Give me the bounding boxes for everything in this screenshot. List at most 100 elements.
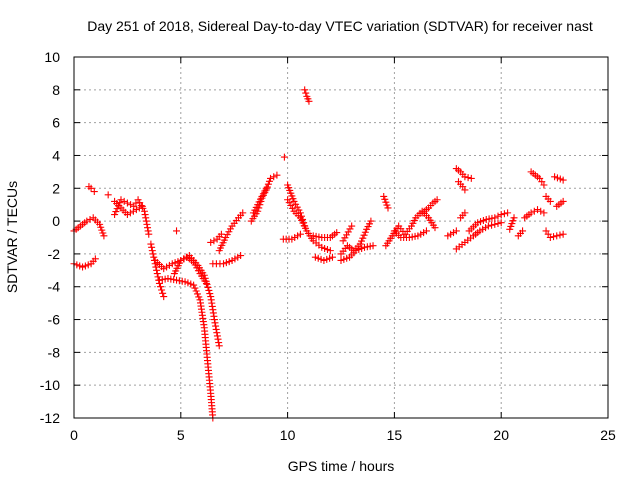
data-point xyxy=(159,289,167,297)
data-point xyxy=(537,207,545,215)
data-point xyxy=(83,217,91,225)
data-point xyxy=(297,212,305,220)
data-point xyxy=(361,228,369,236)
y-tick-label: 4 xyxy=(52,147,60,163)
data-point xyxy=(328,253,336,261)
x-tick-label: 15 xyxy=(387,427,403,443)
data-point xyxy=(339,237,347,245)
data-point xyxy=(422,227,430,235)
data-point xyxy=(553,232,561,240)
data-point xyxy=(215,342,223,350)
data-point xyxy=(141,211,149,219)
data-point xyxy=(546,197,554,205)
data-points xyxy=(70,86,567,422)
data-point xyxy=(519,227,527,235)
data-point xyxy=(262,184,270,192)
data-point xyxy=(120,197,128,205)
data-point xyxy=(157,283,165,291)
data-point xyxy=(177,256,185,264)
data-point xyxy=(192,287,200,295)
data-point xyxy=(205,286,213,294)
data-point xyxy=(204,283,212,291)
data-point xyxy=(147,240,155,248)
data-point xyxy=(384,204,392,212)
data-point xyxy=(299,215,307,223)
data-point xyxy=(305,97,313,105)
data-point xyxy=(143,220,151,228)
y-tick-label: -8 xyxy=(48,344,61,360)
data-point xyxy=(540,181,548,189)
data-point xyxy=(149,250,157,258)
data-point xyxy=(358,237,366,245)
data-point xyxy=(144,224,152,232)
data-point xyxy=(127,201,135,209)
y-tick-label: -6 xyxy=(48,312,61,328)
data-point xyxy=(213,332,221,340)
data-point xyxy=(132,206,140,214)
x-axis-label: GPS time / hours xyxy=(288,458,395,474)
data-point xyxy=(497,219,505,227)
data-point xyxy=(202,279,210,287)
data-point xyxy=(341,234,349,242)
x-tick-label: 0 xyxy=(70,427,78,443)
data-point xyxy=(452,227,460,235)
data-point xyxy=(464,174,472,182)
data-point xyxy=(91,255,99,263)
data-point xyxy=(112,208,120,216)
data-point xyxy=(559,230,567,238)
data-point xyxy=(195,293,203,301)
y-axis-ticks: -12 -10 -8 -6 -4 -2 0 2 4 6 8 10 xyxy=(40,49,608,426)
data-point xyxy=(491,220,499,228)
data-point xyxy=(494,220,502,228)
data-point xyxy=(215,339,223,347)
data-point xyxy=(140,207,148,215)
data-point xyxy=(343,231,351,239)
data-point xyxy=(267,174,275,182)
data-point xyxy=(356,240,364,248)
data-point xyxy=(431,224,439,232)
data-point xyxy=(138,202,146,210)
data-point xyxy=(213,329,221,337)
y-tick-label: -2 xyxy=(48,246,61,262)
data-point xyxy=(344,228,352,236)
y-tick-label: -10 xyxy=(40,377,60,393)
data-point xyxy=(550,233,558,241)
data-point xyxy=(148,243,156,251)
data-point xyxy=(500,210,508,218)
data-point xyxy=(369,242,377,250)
x-tick-label: 10 xyxy=(280,427,296,443)
data-point xyxy=(504,209,512,217)
data-point xyxy=(348,222,356,230)
data-point xyxy=(239,209,247,217)
data-point xyxy=(488,221,496,229)
data-point xyxy=(217,230,225,238)
data-point xyxy=(359,234,367,242)
chart-title: Day 251 of 2018, Sidereal Day-to-day VTE… xyxy=(87,18,593,34)
data-point xyxy=(296,209,304,217)
data-point xyxy=(534,206,542,214)
data-point xyxy=(559,176,567,184)
data-point xyxy=(433,196,441,204)
data-point xyxy=(150,253,158,261)
y-tick-label: 2 xyxy=(52,180,60,196)
data-point xyxy=(111,211,119,219)
data-point xyxy=(280,153,288,161)
data-point xyxy=(191,284,199,292)
data-point xyxy=(142,214,150,222)
data-point xyxy=(346,225,354,233)
data-point xyxy=(154,273,162,281)
y-tick-label: -12 xyxy=(40,410,60,426)
data-point xyxy=(540,209,548,217)
data-point xyxy=(559,197,567,205)
data-point xyxy=(90,188,98,196)
data-point xyxy=(135,204,143,212)
data-point xyxy=(273,171,281,179)
data-point xyxy=(123,211,131,219)
data-point xyxy=(461,173,469,181)
x-tick-label: 25 xyxy=(600,427,616,443)
data-point xyxy=(129,207,137,215)
y-tick-label: 10 xyxy=(44,49,60,65)
data-point xyxy=(237,252,245,260)
data-point xyxy=(302,89,310,97)
data-point xyxy=(491,214,499,222)
